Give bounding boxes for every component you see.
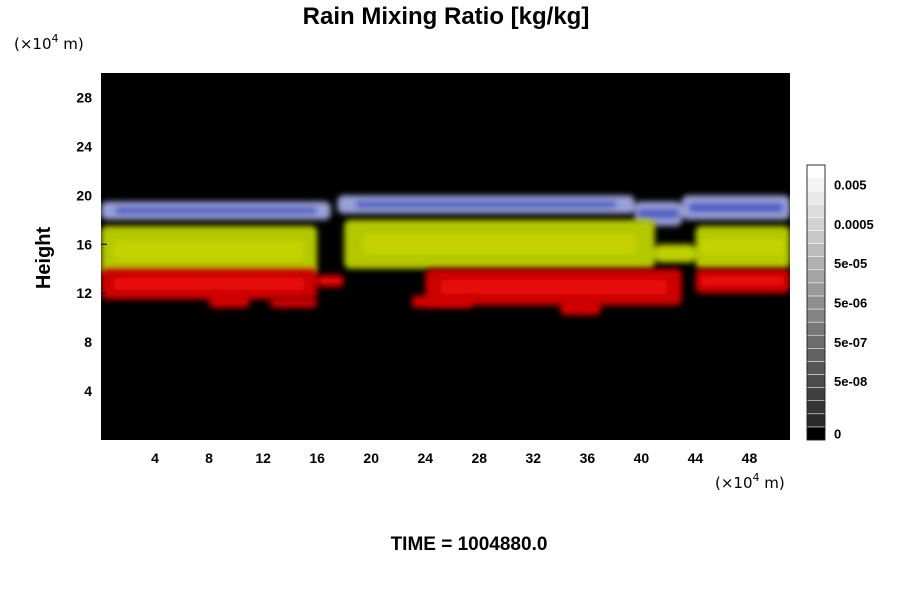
time-label: TIME = 1004880.0 xyxy=(391,534,548,555)
colorbar xyxy=(806,164,826,441)
x-tick-label: 24 xyxy=(417,450,433,466)
colorbar-level xyxy=(806,374,826,388)
rain-patch xyxy=(269,298,318,308)
lower-band-core xyxy=(113,277,305,291)
colorbar-level xyxy=(806,426,826,441)
x-tick-label: 28 xyxy=(471,450,487,466)
colorbar-level xyxy=(806,295,826,310)
colorbar-frame xyxy=(806,164,826,441)
y-tick-label: 24 xyxy=(76,138,92,154)
x-tick-label: 32 xyxy=(526,450,542,466)
colorbar-level xyxy=(806,164,826,179)
x-tick-label: 16 xyxy=(309,450,325,466)
layer-middle xyxy=(101,219,790,275)
chart-title: Rain Mixing Ratio [kg/kg] xyxy=(303,3,590,30)
y-tick-label: 12 xyxy=(76,285,92,301)
colorbar-level xyxy=(806,361,826,375)
colorbar-level xyxy=(806,387,826,401)
colorbar-tick-label: 0 xyxy=(834,426,841,441)
rain-patch xyxy=(209,293,250,308)
colorbar-level xyxy=(806,269,826,284)
x-tick-label: 40 xyxy=(634,450,650,466)
colorbar-level xyxy=(806,204,826,218)
middle-band-core xyxy=(657,249,693,258)
rain-patches xyxy=(209,293,601,316)
y-axis-label: Height xyxy=(33,227,55,290)
colorbar-tick-label: 5e-06 xyxy=(834,296,867,311)
upper-band-core xyxy=(637,208,680,219)
colorbar-labels: 0.005 0.0005 5e-05 5e-06 5e-07 5e-08 0 xyxy=(834,178,874,442)
y-tick-label: 20 xyxy=(76,187,92,203)
y-tick-label: 28 xyxy=(76,89,92,105)
x-axis-unit: (×104 m) xyxy=(715,471,785,492)
rain-patch xyxy=(560,299,601,316)
middle-band-core xyxy=(113,240,305,261)
colorbar-level xyxy=(806,230,826,244)
y-tick-label: 8 xyxy=(84,334,92,350)
layer-lower xyxy=(101,268,790,306)
colorbar-tick-label: 5e-05 xyxy=(834,256,867,271)
colorbar-level xyxy=(806,177,826,192)
colorbar-level xyxy=(806,308,826,323)
upper-band-core xyxy=(688,202,784,213)
y-tick-label: 4 xyxy=(84,383,92,399)
colorbar-level xyxy=(806,256,826,271)
colorbar-tick-label: 0.005 xyxy=(834,178,867,193)
lower-band-core xyxy=(701,276,785,286)
colorbar-tick-label: 5e-07 xyxy=(834,335,867,350)
colorbar-level xyxy=(806,321,826,336)
y-tick-label: 16 xyxy=(76,236,92,252)
colorbar-level xyxy=(806,400,826,415)
x-tick-label: 12 xyxy=(255,450,271,466)
lower-band-core xyxy=(440,279,667,295)
x-tick-label: 48 xyxy=(742,450,758,466)
x-tick-label: 20 xyxy=(363,450,379,466)
y-axis: 4 8 12 16 20 24 28 xyxy=(76,89,107,399)
colorbar-level xyxy=(806,413,826,428)
x-axis: 4 8 12 16 20 24 28 32 36 40 44 48 xyxy=(151,434,757,466)
colorbar-tick-label: 5e-08 xyxy=(834,374,867,389)
middle-band-core xyxy=(362,234,637,255)
colorbar-level xyxy=(806,282,826,297)
colorbar-level xyxy=(806,190,826,205)
upper-band-core xyxy=(114,206,317,215)
lower-band-core xyxy=(318,278,343,284)
y-axis-unit: (×104 m) xyxy=(14,32,84,53)
x-tick-label: 36 xyxy=(580,450,596,466)
colorbar-tick-label: 0.0005 xyxy=(834,217,874,232)
middle-band-core xyxy=(701,238,785,256)
colorbar-level xyxy=(806,348,826,362)
x-tick-label: 44 xyxy=(688,450,704,466)
colorbar-level xyxy=(806,243,826,257)
rain-patch xyxy=(411,295,473,308)
rain-field xyxy=(101,195,790,316)
colorbar-level xyxy=(806,334,826,349)
layer-upper xyxy=(101,195,790,226)
x-tick-label: 8 xyxy=(205,450,213,466)
colorbar-level xyxy=(806,217,826,231)
upper-band-core xyxy=(355,200,617,209)
x-tick-label: 4 xyxy=(151,450,159,466)
